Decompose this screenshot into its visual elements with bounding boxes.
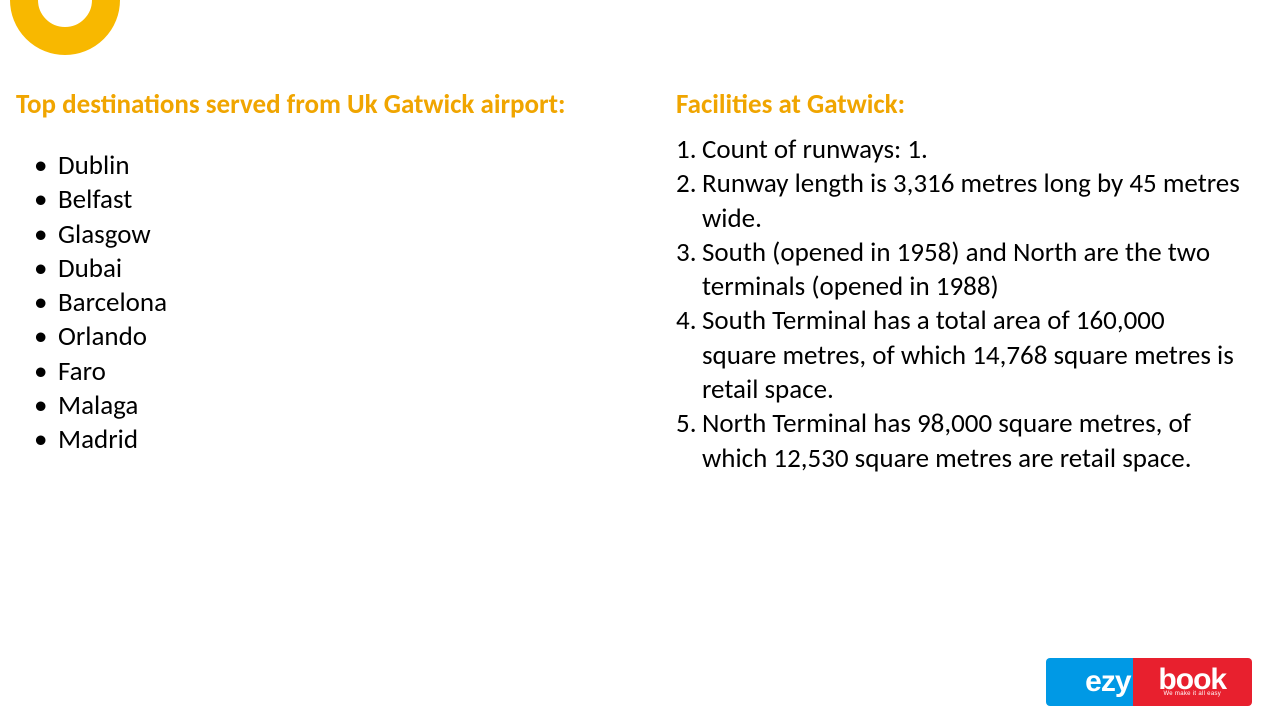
list-item: Malaga	[38, 389, 656, 423]
destinations-list: Dublin Belfast Glasgow Dubai Barcelona O…	[16, 149, 656, 458]
destinations-heading: Top destinations served from Uk Gatwick …	[16, 88, 656, 121]
list-item: Glasgow	[38, 218, 656, 252]
logo-tagline: We make it all easy	[1163, 692, 1221, 697]
facilities-heading: Facilities at Gatwick:	[676, 88, 1240, 121]
logo-book-text: book	[1158, 668, 1226, 692]
logo-right-part: book We make it all easy	[1133, 658, 1252, 706]
list-item: Dublin	[38, 149, 656, 183]
ezybook-logo: ezy book We make it all easy	[1046, 658, 1252, 706]
list-item: Count of runways: 1.	[676, 133, 1240, 167]
list-item: Runway length is 3,316 metres long by 45…	[676, 167, 1240, 236]
list-item: South (opened in 1958) and North are the…	[676, 236, 1240, 305]
logo-left-part: ezy	[1046, 658, 1133, 706]
facilities-list: Count of runways: 1. Runway length is 3,…	[676, 133, 1240, 476]
list-item: Belfast	[38, 183, 656, 217]
left-column: Top destinations served from Uk Gatwick …	[16, 88, 676, 476]
right-column: Facilities at Gatwick: Count of runways:…	[676, 88, 1260, 476]
list-item: Orlando	[38, 320, 656, 354]
slide-content: Top destinations served from Uk Gatwick …	[16, 88, 1260, 476]
list-item: Faro	[38, 355, 656, 389]
list-item: North Terminal has 98,000 square metres,…	[676, 407, 1240, 476]
logo-ezy-text: ezy	[1085, 665, 1130, 699]
list-item: South Terminal has a total area of 160,0…	[676, 304, 1240, 407]
list-item: Dubai	[38, 252, 656, 286]
decorative-ring	[10, 0, 120, 55]
list-item: Barcelona	[38, 286, 656, 320]
list-item: Madrid	[38, 423, 656, 457]
